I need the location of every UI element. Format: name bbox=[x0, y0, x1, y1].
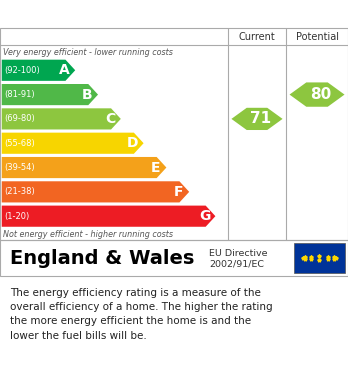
Text: EU Directive: EU Directive bbox=[209, 249, 267, 258]
Text: D: D bbox=[127, 136, 139, 150]
Text: Potential: Potential bbox=[295, 32, 339, 42]
Polygon shape bbox=[290, 83, 345, 107]
Text: B: B bbox=[82, 88, 93, 102]
Text: A: A bbox=[59, 63, 70, 77]
Text: Not energy efficient - higher running costs: Not energy efficient - higher running co… bbox=[3, 230, 174, 239]
Text: Very energy efficient - lower running costs: Very energy efficient - lower running co… bbox=[3, 48, 173, 57]
Text: G: G bbox=[199, 209, 211, 223]
Text: (21-38): (21-38) bbox=[4, 187, 35, 196]
Text: (81-91): (81-91) bbox=[4, 90, 35, 99]
Text: Current: Current bbox=[239, 32, 275, 42]
Text: Energy Efficiency Rating: Energy Efficiency Rating bbox=[9, 7, 229, 22]
Polygon shape bbox=[2, 84, 98, 105]
Polygon shape bbox=[2, 108, 121, 129]
Polygon shape bbox=[2, 133, 144, 154]
Text: (55-68): (55-68) bbox=[4, 139, 35, 148]
Text: 71: 71 bbox=[250, 111, 271, 126]
Polygon shape bbox=[2, 181, 189, 203]
Text: (1-20): (1-20) bbox=[4, 212, 30, 221]
Text: 2002/91/EC: 2002/91/EC bbox=[209, 260, 264, 269]
Text: (69-80): (69-80) bbox=[4, 115, 35, 124]
Polygon shape bbox=[2, 206, 215, 227]
Text: England & Wales: England & Wales bbox=[10, 249, 195, 267]
Text: (92-100): (92-100) bbox=[4, 66, 40, 75]
Polygon shape bbox=[2, 60, 75, 81]
Polygon shape bbox=[2, 157, 166, 178]
Text: F: F bbox=[174, 185, 183, 199]
Text: C: C bbox=[105, 112, 115, 126]
Text: 80: 80 bbox=[310, 87, 331, 102]
Text: (39-54): (39-54) bbox=[4, 163, 35, 172]
FancyBboxPatch shape bbox=[294, 243, 345, 273]
Polygon shape bbox=[231, 108, 283, 130]
Text: E: E bbox=[151, 161, 160, 174]
Text: The energy efficiency rating is a measure of the
overall efficiency of a home. T: The energy efficiency rating is a measur… bbox=[10, 287, 273, 341]
